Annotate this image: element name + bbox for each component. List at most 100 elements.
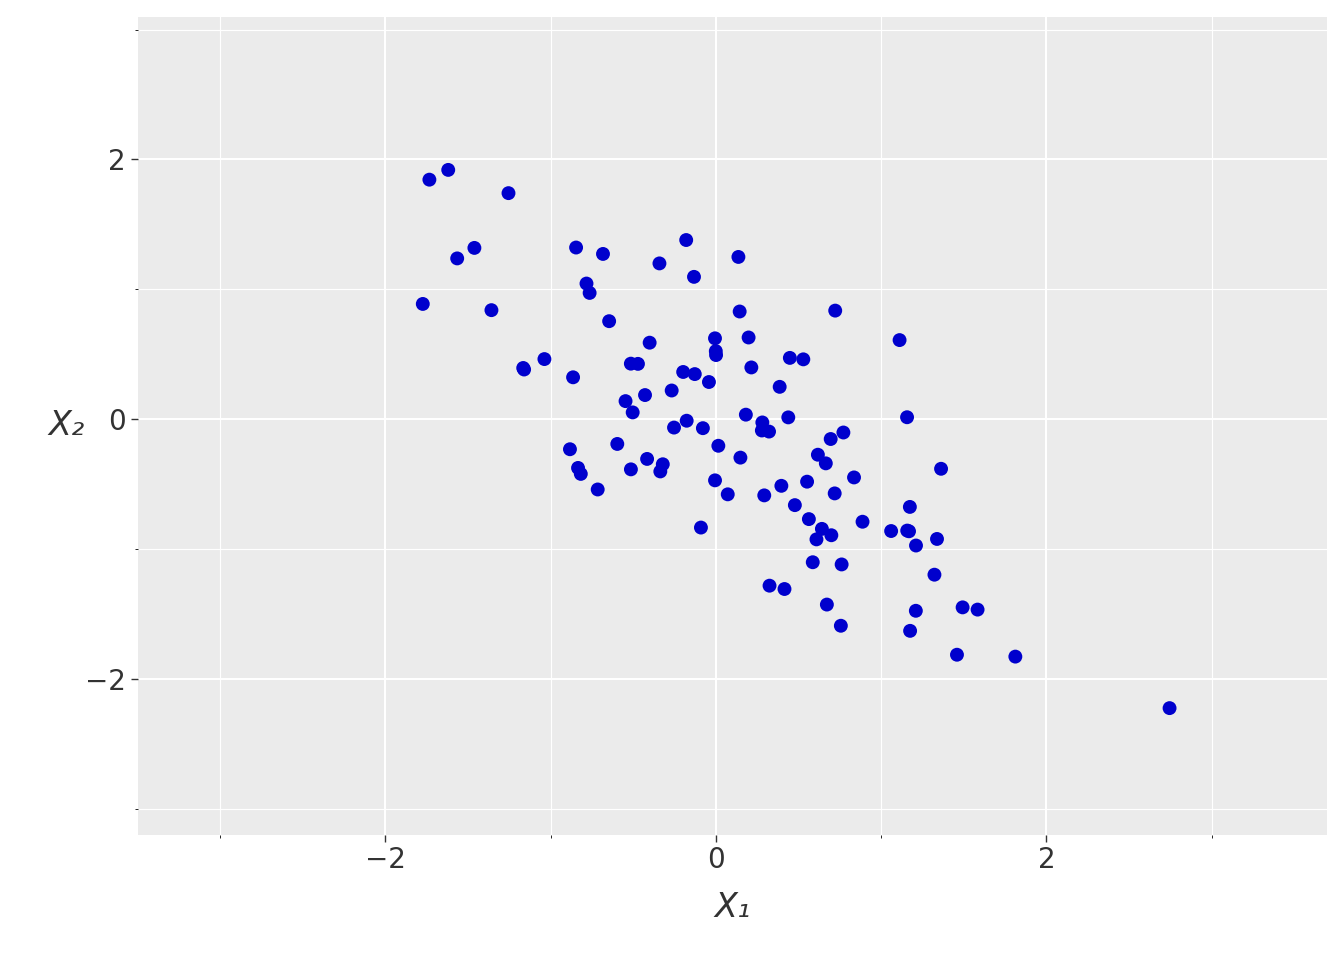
- Point: [1004, 649, 1025, 664]
- Point: [684, 367, 706, 382]
- Point: [513, 362, 535, 377]
- Point: [784, 497, 805, 513]
- Point: [691, 520, 712, 536]
- Point: [735, 407, 757, 422]
- Point: [579, 285, 601, 300]
- Point: [814, 456, 836, 471]
- Point: [751, 422, 773, 438]
- Point: [707, 438, 728, 453]
- Point: [649, 255, 671, 271]
- Point: [706, 344, 727, 359]
- Point: [567, 460, 589, 475]
- Point: [824, 303, 845, 319]
- Point: [966, 602, 988, 617]
- Point: [698, 374, 719, 390]
- Point: [824, 486, 845, 501]
- Point: [816, 597, 837, 612]
- Point: [946, 647, 968, 662]
- Point: [593, 247, 614, 262]
- Point: [780, 350, 801, 366]
- Point: [812, 521, 833, 537]
- Point: [636, 451, 657, 467]
- Point: [676, 413, 698, 428]
- Point: [570, 467, 591, 482]
- Point: [614, 394, 636, 409]
- Point: [820, 431, 841, 446]
- Point: [413, 297, 434, 312]
- Point: [754, 488, 775, 503]
- Point: [716, 487, 738, 502]
- Point: [821, 528, 843, 543]
- Point: [774, 582, 796, 597]
- Point: [562, 370, 583, 385]
- Point: [759, 578, 781, 593]
- Point: [628, 356, 649, 372]
- Point: [649, 464, 671, 479]
- Point: [728, 303, 750, 319]
- Point: [730, 450, 751, 466]
- Point: [676, 232, 698, 248]
- Point: [706, 348, 727, 363]
- Point: [652, 457, 673, 472]
- Point: [692, 420, 714, 436]
- Point: [888, 332, 910, 348]
- Y-axis label: X₂: X₂: [48, 409, 85, 443]
- Point: [833, 425, 855, 441]
- Point: [778, 410, 800, 425]
- Point: [738, 330, 759, 346]
- Point: [899, 499, 921, 515]
- Point: [683, 269, 704, 284]
- Point: [620, 356, 641, 372]
- Point: [622, 405, 644, 420]
- Point: [481, 302, 503, 318]
- Point: [672, 364, 694, 379]
- Point: [575, 276, 597, 291]
- X-axis label: X₁: X₁: [715, 891, 750, 924]
- Point: [534, 351, 555, 367]
- Point: [769, 379, 790, 395]
- Point: [831, 557, 852, 572]
- Point: [664, 420, 685, 435]
- Point: [559, 442, 581, 457]
- Point: [808, 447, 829, 463]
- Point: [896, 410, 918, 425]
- Point: [497, 185, 519, 201]
- Point: [446, 251, 468, 266]
- Point: [438, 162, 460, 178]
- Point: [598, 314, 620, 329]
- Point: [798, 512, 820, 527]
- Point: [926, 531, 948, 546]
- Point: [638, 335, 660, 350]
- Point: [1159, 701, 1180, 716]
- Point: [843, 469, 864, 485]
- Point: [896, 523, 918, 539]
- Point: [923, 567, 945, 583]
- Point: [512, 360, 534, 375]
- Point: [418, 172, 439, 187]
- Point: [793, 351, 814, 367]
- Point: [634, 388, 656, 403]
- Point: [905, 603, 926, 618]
- Point: [751, 415, 773, 430]
- Point: [805, 532, 827, 547]
- Point: [898, 523, 919, 539]
- Point: [758, 424, 780, 440]
- Point: [880, 523, 902, 539]
- Point: [587, 482, 609, 497]
- Point: [852, 514, 874, 529]
- Point: [906, 538, 927, 553]
- Point: [464, 240, 485, 255]
- Point: [727, 250, 749, 265]
- Point: [797, 474, 818, 490]
- Point: [802, 555, 824, 570]
- Point: [741, 360, 762, 375]
- Point: [566, 240, 587, 255]
- Point: [620, 462, 641, 477]
- Point: [952, 600, 973, 615]
- Point: [899, 623, 921, 638]
- Point: [930, 461, 952, 476]
- Point: [704, 472, 726, 488]
- Point: [606, 436, 628, 451]
- Point: [704, 330, 726, 346]
- Point: [661, 383, 683, 398]
